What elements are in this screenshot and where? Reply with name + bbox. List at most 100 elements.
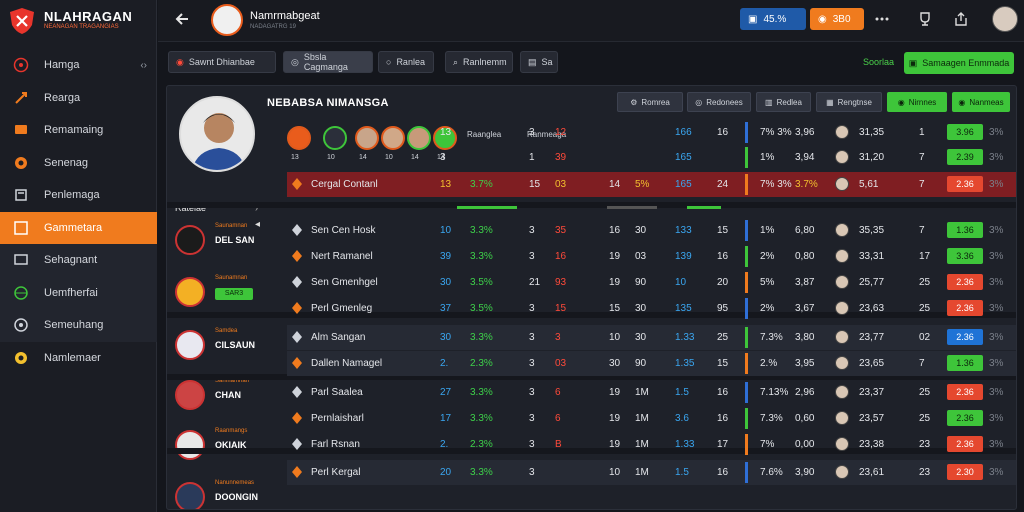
status-bar [745,327,748,348]
col-1: 37 [440,303,452,314]
col-3: 21 [529,277,541,288]
player-avatar-1[interactable] [355,126,379,150]
team-block[interactable]: Saunamnan DEL SAN ◂ [167,219,285,269]
team-badge-2[interactable] [323,126,347,150]
sidebar-item-8[interactable]: Uemfherfai [0,276,157,309]
toolbar-action-button[interactable]: ▣ Samaagen Enmmada [904,52,1014,74]
table-row[interactable]: Farl Rsnan 2. 2.3% 3 B 19 1M 1.33 17 7% 0,00 23,38 2… [287,432,1016,457]
table-row[interactable]: Sen Cen Hosk 10 3.3% 3 35 16 30 133 15 1% 6,80 35,3… [287,218,1016,243]
toolbar-button-4[interactable]: ⌕ Ranlnemm [445,51,513,73]
table-row[interactable]: Alm Sangan 30 3.3% 3 3 10 30 1.33 25 7.3% 3,80 23,7… [287,325,1016,350]
player-avatar[interactable] [835,275,849,289]
brand-logo[interactable]: NLAHRAGAN NEANAGAN TRAGANGIAS [8,7,153,37]
odds-badge[interactable]: 2.36 [947,329,983,345]
team-block[interactable]: Samdea CILSAUN [167,326,285,374]
chevron-right-icon[interactable]: › [255,203,258,213]
player-avatar[interactable] [835,223,849,237]
header-button-2[interactable]: ◎ Redonees [687,92,751,112]
player-avatar-4[interactable] [433,126,457,150]
player-avatar[interactable] [835,150,849,164]
sidebar-item-5[interactable]: Penlemaga [0,179,157,212]
coins-pill[interactable]: ◉ 3B0 [810,8,864,30]
balance-pill[interactable]: ▣ 45.% [740,8,806,30]
table-row[interactable]: 3 1 39 165 1% 3,94 31,20 7 2.39 3% [287,145,1016,170]
chevron-left-icon[interactable]: ◂ [255,219,261,230]
more-icon[interactable] [873,10,891,28]
col-12: 3% [989,332,1004,343]
odds-badge[interactable]: 1.36 [947,222,983,238]
share-icon[interactable] [952,10,970,28]
player-photo[interactable] [179,96,255,172]
col-7: 7.3% [760,332,783,343]
team-block[interactable]: Nanunnemeas DOONGIN [167,478,285,509]
header-button-4[interactable]: ▦ Rengtnse [816,92,882,112]
table-row[interactable]: Perl Gmenleg 37 3.5% 3 15 15 30 135 95 2% 3,67 23,6… [287,296,1016,321]
sidebar-item-7[interactable]: Sehagnant [0,244,157,277]
team-block[interactable]: Saunamnan SAR3 [167,273,285,321]
sidebar-item-4[interactable]: Senenag [0,147,157,180]
table-row[interactable]: Sen Gmenhgel 30 3.5% 21 93 19 90 10 20 5% 3,87 25,7… [287,270,1016,295]
sidebar-item-1[interactable]: Hamga ‹› [0,49,157,82]
sidebar-item-3[interactable]: Remamaing [0,114,157,147]
trophy-icon[interactable] [916,10,934,28]
player-avatar[interactable] [835,465,849,479]
odds-badge[interactable]: 2.39 [947,149,983,165]
team-badge-1[interactable] [287,126,311,150]
player-avatar-2[interactable] [381,126,405,150]
club-logo[interactable] [211,4,243,36]
table-row[interactable]: Parl Saalea 27 3.3% 3 6 19 1M 1.5 16 7.13% 2,96 23,… [287,380,1016,405]
back-arrow-icon[interactable] [172,9,192,29]
toolbar-button-1[interactable]: ◉ Sawnt Dhianbae [168,51,276,73]
summary-label-2: Ranmeaga [527,130,567,139]
player-avatar[interactable] [835,437,849,451]
chevron-icon[interactable]: ‹› [140,59,147,71]
odds-badge[interactable]: 2.36 [947,410,983,426]
odds-badge[interactable]: 2.36 [947,176,983,192]
player-avatar[interactable] [835,330,849,344]
player-avatar[interactable] [835,385,849,399]
toolbar-button-2[interactable]: ◎ Sbsla Cagmanga [283,51,373,73]
col-2: 3.7% [470,179,493,190]
player-avatar[interactable] [835,411,849,425]
table-row[interactable]: Nert Ramanel 39 3.3% 3 16 19 03 139 16 2% 0,80 33,3… [287,244,1016,269]
table-row[interactable]: Pernlaisharl 17 3.3% 3 6 19 1M 3.6 16 7.3% 0,60 23,… [287,406,1016,431]
team-block[interactable]: Raanmangs OKIAIK [167,426,285,474]
odds-badge[interactable]: 2.36 [947,436,983,452]
player-avatar-3[interactable] [407,126,431,150]
odds-badge[interactable]: 2.36 [947,300,983,316]
odds-badge[interactable]: 3.36 [947,248,983,264]
header-button-6[interactable]: ◉ Nanmeas [952,92,1010,112]
team-block[interactable]: Sanmamnan CHAN [167,376,285,424]
toolbar-link[interactable]: Soorlaa [863,57,895,67]
col-5: 1.35 [675,358,695,369]
sidebar-item-10[interactable]: Namlemaer [0,342,157,375]
odds-badge[interactable]: 2.30 [947,464,983,480]
odds-badge[interactable]: 2.36 [947,274,983,290]
stats-panel: Rateiae › NEBABSA NIMANSGA ⚙ Romrea ◎ Redo… [166,85,1017,510]
table-row[interactable]: Cergal Contanl 13 3.7% 15 03 14 5% 165 24 7% 3% 3.… [287,172,1016,197]
table-row[interactable]: Perl Kergal 20 3.3% 3 10 1M 1.5 16 7.6% 3,90 23,61… [287,460,1016,485]
odds-badge[interactable]: 3.96 [947,124,983,140]
sidebar-item-9[interactable]: Semeuhang [0,309,157,342]
player-avatar[interactable] [835,301,849,315]
sidebar-item-6[interactable]: Gammetara [0,211,157,244]
header-button-5[interactable]: ◉ Nirnnes [887,92,947,112]
odds-badge[interactable]: 1.36 [947,355,983,371]
col-1: 30 [440,332,452,343]
table-row[interactable]: 13 3 12 166 16 7% 3% 3,96 31,35 1 3.96 3% [287,120,1016,145]
sidebar-item-label: Penlemaga [44,189,100,202]
toolbar-button-5[interactable]: ▤ Sa [520,51,558,73]
col-n2: 15 [609,303,621,314]
header-button-3[interactable]: ▥ Redlea [756,92,811,112]
header-button-1[interactable]: ⚙ Romrea [617,92,683,112]
odds-badge[interactable]: 2.36 [947,384,983,400]
player-avatar[interactable] [835,177,849,191]
player-avatar[interactable] [835,125,849,139]
toolbar-button-3[interactable]: ○ Ranlea [378,51,434,73]
table-row[interactable]: Dallen Namagel 2. 2.3% 3 03 30 90 1.35 15 2.% 3,95… [287,351,1016,376]
player-avatar[interactable] [835,249,849,263]
sidebar-item-2[interactable]: Rearga [0,82,157,115]
player-avatar[interactable] [835,356,849,370]
col-12: 3% [989,179,1004,190]
user-avatar[interactable] [992,6,1018,32]
